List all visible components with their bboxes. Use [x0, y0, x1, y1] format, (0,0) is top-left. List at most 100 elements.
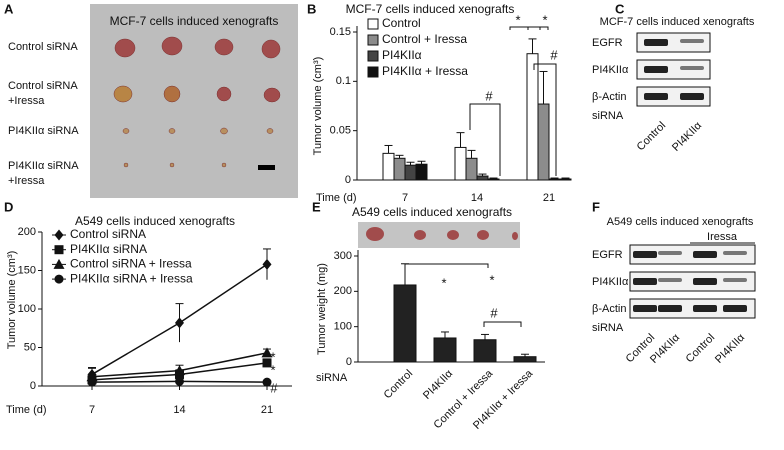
legend-swatch: [367, 66, 379, 78]
legend-marker: [53, 258, 65, 269]
y-axis-label: Tumor volume (cm³): [6, 251, 18, 350]
bar: [537, 103, 550, 181]
panel-letter: B: [307, 1, 316, 16]
y-tick-label: 200: [18, 226, 36, 238]
blot-title: A549 cells induced xenografts: [607, 216, 754, 228]
bar: [548, 178, 561, 181]
legend-label: PI4KIIα siRNA + Iressa: [70, 271, 193, 285]
legend-swatch: [367, 50, 379, 62]
blot-strip: [636, 86, 711, 107]
bar: [559, 178, 572, 181]
bar: [526, 53, 539, 181]
blot-title: MCF-7 cells induced xenografts: [600, 16, 755, 28]
blot-row-label: PI4KIIα: [592, 64, 629, 76]
blot-band: [633, 278, 657, 285]
x-tick-label: 21: [543, 192, 555, 204]
panel-letter: F: [592, 199, 600, 214]
marker: [262, 377, 272, 387]
blot-row-label: β-Actin: [592, 91, 626, 103]
x-tick-label: 21: [261, 404, 273, 416]
significance-mark: #: [270, 380, 278, 395]
y-axis-label: Tumor volume (cm³): [312, 57, 324, 156]
legend-label: Control: [382, 16, 421, 30]
row-label: PI4KIIα siRNA: [8, 160, 79, 172]
legend-swatch: [367, 18, 379, 30]
blot-band: [680, 93, 704, 100]
y-axis-label: Tumor weight (mg): [316, 263, 328, 355]
row-label: +Iressa: [8, 175, 45, 187]
x-tick-label: Control: [382, 368, 416, 402]
y-tick-label: 200: [334, 285, 352, 297]
y-tick-label: 0.05: [330, 125, 351, 137]
blot-band: [633, 251, 657, 258]
chart-title: MCF-7 cells induced xenografts: [346, 2, 515, 16]
blot-strip: [636, 32, 711, 53]
bar: [454, 146, 467, 181]
blot-band: [644, 39, 668, 46]
bar: [513, 356, 537, 363]
row-label: Control siRNA: [8, 41, 78, 53]
lane-label: PI4KIIα: [670, 119, 705, 154]
legend-label: PI4KIIα + Iressa: [382, 64, 468, 78]
blot-band: [680, 66, 704, 70]
y-tick-label: 0: [30, 380, 36, 392]
blot-strip: [629, 244, 756, 265]
blot-band: [658, 251, 682, 255]
lane-label: Control: [635, 120, 669, 154]
scale-bar: [258, 165, 275, 170]
bracket: [509, 26, 541, 30]
blot-band: [658, 278, 682, 282]
legend-label: Control + Iressa: [382, 32, 467, 46]
blot-row-label: siRNA: [592, 110, 624, 122]
row-label: Control siRNA: [8, 80, 78, 92]
blot-band: [658, 305, 682, 312]
legend-label: Control siRNA + Iressa: [70, 257, 192, 271]
tumors-strip: [366, 227, 518, 241]
blot-strip: [636, 59, 711, 80]
significance-mark: *: [270, 349, 275, 364]
legend-label: Control siRNA: [70, 227, 146, 241]
chart-title: A549 cells induced xenografts: [352, 205, 512, 219]
legend-marker: [54, 274, 64, 284]
blot-band: [644, 66, 668, 73]
x-tick-label: 14: [173, 404, 185, 416]
photo-title: MCF-7 cells induced xenografts: [110, 14, 279, 28]
significance-mark: *: [270, 362, 275, 377]
blot-row-label: EGFR: [592, 249, 623, 261]
significance-mark: *: [542, 12, 547, 27]
significance-mark: #: [550, 47, 558, 62]
bar: [404, 164, 417, 181]
bar: [487, 178, 500, 181]
blot-band: [680, 39, 704, 43]
tumors: [113, 36, 281, 168]
blot-row-label: PI4KIIα: [592, 276, 629, 288]
marker: [262, 258, 272, 270]
bar: [473, 339, 497, 363]
legend-label: PI4KIIα: [382, 48, 422, 62]
y-tick-label: 0.1: [336, 75, 351, 87]
significance-mark: *: [441, 275, 446, 290]
y-tick-label: 300: [334, 250, 352, 262]
legend-marker: [54, 229, 64, 241]
x-axis-label: Time (d): [6, 404, 47, 416]
legend-marker: [54, 245, 64, 255]
bracket: [469, 103, 501, 176]
bracket: [527, 26, 549, 30]
blot-band: [644, 93, 668, 100]
x-tick-label: 7: [402, 192, 408, 204]
legend-swatch: [367, 34, 379, 46]
blot-band: [633, 305, 657, 312]
marker: [87, 377, 97, 387]
panel-letter: D: [4, 199, 13, 214]
x-axis-label: siRNA: [316, 372, 348, 384]
photo-strip: [358, 222, 520, 248]
blot-band: [723, 251, 747, 255]
row-label: +Iressa: [8, 95, 45, 107]
blot-row-label: siRNA: [592, 322, 624, 334]
bar: [415, 163, 428, 181]
blot-band: [723, 278, 747, 282]
bar: [476, 175, 489, 181]
y-tick-label: 0.15: [330, 26, 351, 38]
blot-row-label: β-Actin: [592, 303, 626, 315]
